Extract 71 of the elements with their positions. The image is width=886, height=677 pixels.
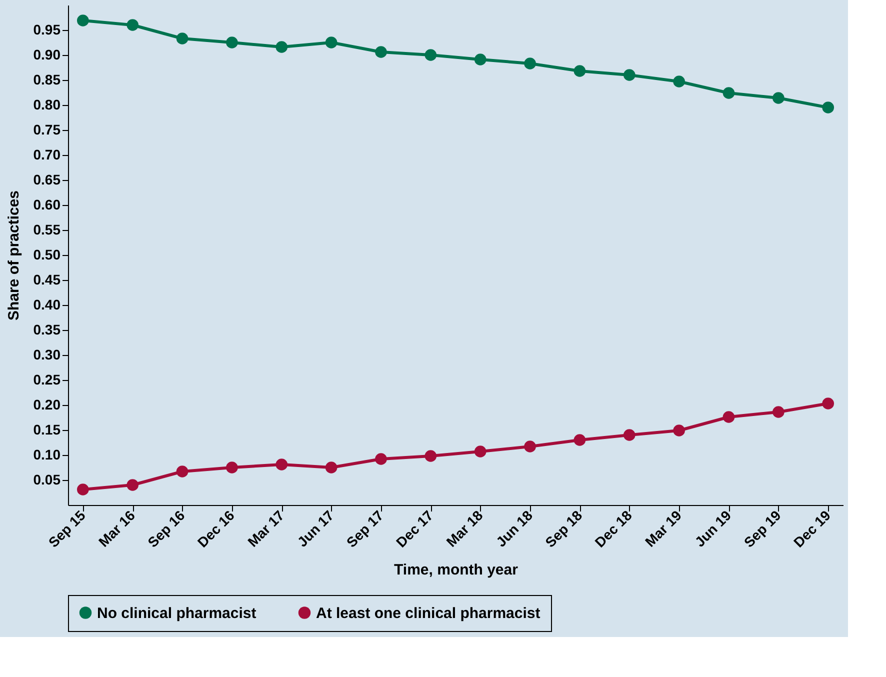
y-tick-label: 0.15 [33,422,61,438]
point [325,462,338,474]
y-tick-label: 0.45 [33,272,61,288]
x-tick-label: Dec 19 [790,506,834,550]
point [772,92,784,104]
point [126,19,138,31]
point [276,41,288,53]
point [176,32,188,44]
x-tick-label: Dec 18 [592,506,635,550]
point [623,429,636,441]
point [474,446,486,458]
point [722,411,735,423]
x-tick-label: Mar 19 [642,506,685,550]
x-tick-label: Sep 16 [144,506,188,550]
y-tick-label: 0.40 [33,296,61,312]
point [226,462,238,474]
point [673,424,685,436]
point [772,406,784,418]
y-tick-label: 0.95 [33,22,61,38]
y-tick-label: 0.20 [33,396,61,412]
point [574,65,586,77]
y-tick-label: 0.55 [33,222,61,238]
x-tick-label: Jun 19 [692,506,734,550]
x-tick-label: Sep 15 [45,506,89,550]
point [524,58,536,70]
y-tick-label: 0.85 [33,72,61,88]
point [822,102,834,114]
x-axis-title: Time, month year [394,561,518,578]
point [424,450,437,462]
point [822,398,834,410]
y-axis-title: Share of practices [5,190,22,321]
y-tick-label: 0.50 [33,246,61,262]
y-tick-label: 0.80 [33,96,61,112]
y-tick-label: 0.60 [33,196,61,212]
point [722,87,735,99]
y-tick-label: 0.30 [33,346,61,362]
y-tick-label: 0.65 [33,172,61,188]
point [673,76,685,88]
x-tick-label: Sep 19 [740,506,784,550]
point [226,36,238,48]
point [126,479,138,491]
point [276,458,288,470]
x-tick-label: Dec 17 [392,506,436,550]
y-tick-label: 0.70 [33,146,61,162]
point [424,49,437,61]
y-tick-label: 0.75 [33,122,61,138]
point [574,434,586,446]
x-tick-label: Dec 16 [194,506,238,550]
point [474,54,486,66]
point [76,484,89,496]
y-tick-label: 0.10 [33,446,61,462]
legend-label: No clinical pharmacist [97,604,256,622]
point [375,453,387,465]
point [76,14,89,26]
point [524,440,536,452]
point [176,466,188,478]
x-tick-label: Jun 18 [492,506,536,550]
point [325,36,338,48]
y-tick-label: 0.90 [33,46,61,62]
point [375,46,387,58]
x-tick-label: Mar 16 [95,506,138,550]
x-tick-label: Sep 18 [542,506,586,550]
x-tick-label: Jun 17 [294,506,337,550]
y-tick-label: 0.35 [33,322,61,338]
x-tick-label: Sep 17 [343,506,387,550]
x-tick-label: Mar 17 [244,506,288,550]
legend-label: At least one clinical pharmacist [316,604,540,622]
point [623,69,636,81]
y-tick-label: 0.05 [33,472,61,488]
x-tick-label: Mar 18 [443,506,486,550]
y-tick-label: 0.25 [33,372,61,388]
